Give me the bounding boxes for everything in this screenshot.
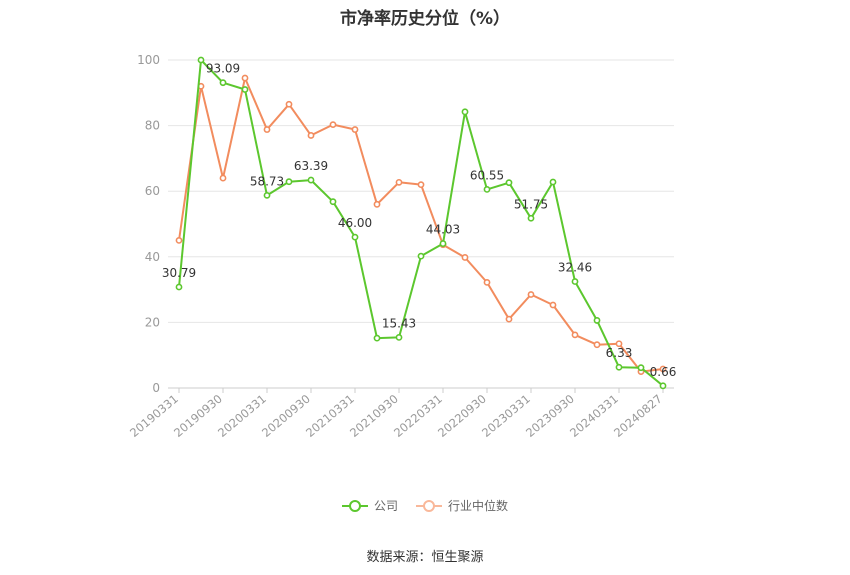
point-industry-median [373, 200, 381, 208]
point-company [549, 178, 557, 186]
data-label-company: 60.55 [470, 168, 504, 182]
data-label-company: 51.75 [514, 197, 548, 211]
x-tick-label: 20240827 [611, 392, 665, 440]
legend-item-company[interactable]: 公司 [341, 497, 398, 514]
y-tick-label: 100 [137, 53, 160, 67]
point-industry-median [615, 340, 623, 348]
data-label-company: 30.79 [162, 266, 196, 280]
point-company [637, 364, 645, 372]
point-company [483, 185, 491, 193]
legend-marker-company-icon [341, 499, 368, 512]
point-industry-median [571, 331, 579, 339]
data-label-company: 46.00 [338, 216, 372, 230]
point-industry-median [549, 301, 557, 309]
source-note: 数据来源：恒生聚源 [366, 550, 484, 565]
point-company [307, 176, 315, 184]
chart-title: 市净率历史分位（%） [339, 9, 511, 29]
legend-label-company: 公司 [373, 499, 398, 513]
point-company [263, 191, 271, 199]
legend-marker-industry-median-icon [416, 499, 442, 512]
point-company [395, 333, 403, 341]
point-company [571, 278, 579, 285]
point-company [351, 233, 359, 241]
point-industry-median [593, 341, 601, 349]
data-label-company: 63.39 [294, 159, 328, 173]
point-industry-median [527, 291, 535, 298]
data-label-company: 93.09 [206, 62, 240, 76]
point-industry-median [461, 254, 469, 261]
point-industry-median [285, 100, 293, 108]
point-industry-median [351, 126, 359, 133]
point-company [461, 108, 469, 116]
legend-label-industry-median: 行业中位数 [448, 499, 509, 513]
point-company [505, 179, 513, 187]
series-line-company [178, 59, 664, 387]
point-industry-median [395, 178, 403, 186]
point-industry-median [219, 174, 227, 182]
point-company [659, 382, 667, 390]
point-industry-median [505, 315, 513, 323]
gridlines [168, 59, 674, 389]
point-company [285, 178, 293, 186]
point-company [241, 86, 249, 93]
point-company [373, 334, 381, 342]
point-company [197, 56, 205, 64]
data-label-company: 0.66 [650, 365, 677, 379]
point-industry-median [329, 121, 337, 129]
point-industry-median [307, 132, 315, 139]
data-labels: 30.79 93.09 58.73 63.39 46.00 15.43 44.03 60.55… [162, 62, 677, 379]
point-company [417, 252, 425, 260]
y-tick-label: 80 [145, 119, 160, 133]
point-company [615, 363, 623, 371]
data-label-company: 15.43 [382, 316, 416, 330]
point-industry-median [263, 126, 271, 133]
y-tick-label: 20 [145, 315, 160, 329]
data-label-company: 44.03 [426, 223, 460, 237]
point-industry-median [483, 278, 491, 286]
point-company [439, 240, 447, 247]
point-company [219, 79, 227, 87]
point-industry-median [175, 236, 183, 244]
point-company [527, 214, 535, 222]
point-industry-median [241, 74, 249, 82]
data-label-company: 6.33 [606, 346, 633, 360]
legend: 公司 行业中位数 [0, 497, 850, 514]
legend-item-industry-median[interactable]: 行业中位数 [416, 497, 508, 514]
data-label-company: 58.73 [250, 174, 284, 188]
point-industry-median [417, 181, 425, 189]
series-lines [175, 56, 667, 390]
y-tick-label: 40 [145, 250, 160, 264]
point-industry-median [659, 365, 667, 373]
point-company [593, 317, 601, 324]
data-label-company: 32.46 [558, 261, 592, 275]
point-company [175, 283, 183, 291]
point-company [329, 198, 337, 206]
y-tick-label: 0 [152, 381, 160, 395]
y-tick-label: 60 [145, 184, 160, 198]
